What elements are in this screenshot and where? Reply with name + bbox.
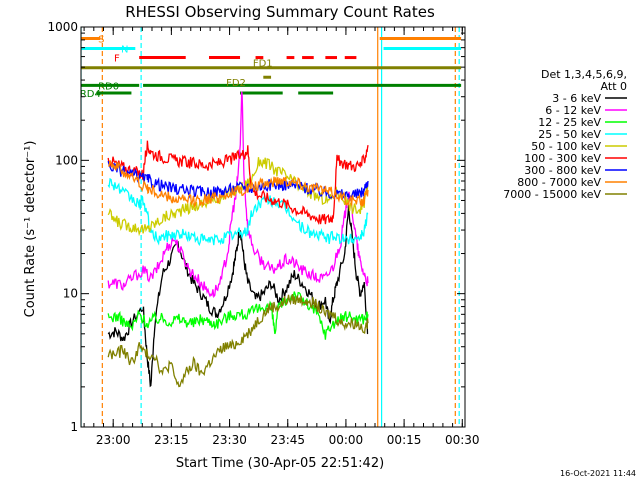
flag-label-n: N — [121, 44, 128, 55]
legend-entry-label-5: 100 - 300 keV — [524, 152, 601, 165]
x-tick-label: 00:30 — [445, 433, 480, 447]
series-line-7 — [107, 160, 369, 209]
y-axis-label: Count Rate (s⁻¹ detector⁻¹) — [23, 141, 38, 318]
series-line-0 — [107, 205, 369, 388]
legend-entry-label-3: 25 - 50 keV — [538, 128, 601, 141]
x-tick-label: 00:00 — [329, 433, 364, 447]
chart-title: RHESSI Observing Summary Count Rates — [125, 3, 435, 21]
legend-header-line-0: Det 1,3,4,5,6,9, — [541, 68, 627, 81]
flag-label-rd0: RD0 — [98, 81, 119, 92]
flag-label-rd4: RD4 — [80, 89, 101, 100]
y-tick-label: 10 — [63, 287, 78, 301]
x-axis-label: Start Time (30-Apr-05 22:51:42) — [176, 456, 384, 471]
legend-header-line-1: Att 0 — [601, 80, 627, 93]
flag-label-fd2: FD2 — [226, 78, 246, 89]
x-tick-label: 23:00 — [96, 433, 131, 447]
y-tick-label: 1 — [70, 420, 78, 434]
series-line-5 — [107, 140, 369, 226]
series-line-2 — [107, 291, 369, 340]
x-tick-label: 00:15 — [387, 433, 422, 447]
x-tick-label: 23:15 — [154, 433, 189, 447]
plot-area — [81, 27, 462, 427]
legend-entry-label-2: 12 - 25 keV — [538, 116, 601, 129]
series-line-4 — [107, 157, 369, 237]
x-tick-label: 23:45 — [270, 433, 305, 447]
flag-label-f: F — [114, 54, 120, 65]
legend-entry-label-7: 800 - 7000 keV — [517, 176, 601, 189]
flag-label-s: S — [98, 34, 104, 45]
legend-entry-label-1: 6 - 12 keV — [545, 104, 601, 117]
y-tick-label: 100 — [55, 153, 78, 167]
series-line-1 — [107, 91, 369, 299]
legend-entry-label-0: 3 - 6 keV — [552, 92, 601, 105]
series-line-8 — [107, 293, 369, 388]
y-tick-label: 1000 — [47, 20, 78, 34]
flag-label-fd1: FD1 — [253, 59, 273, 70]
footer-timestamp: 16-Oct-2021 11:44 — [560, 469, 636, 478]
legend-entry-label-6: 300 - 800 keV — [524, 164, 601, 177]
legend-entry-label-4: 50 - 100 keV — [531, 140, 601, 153]
series-line-6 — [107, 161, 369, 201]
legend-entry-label-8: 7000 - 15000 keV — [503, 188, 601, 201]
series-line-3 — [107, 177, 369, 247]
x-tick-label: 23:30 — [212, 433, 247, 447]
plot-frame — [80, 26, 466, 428]
